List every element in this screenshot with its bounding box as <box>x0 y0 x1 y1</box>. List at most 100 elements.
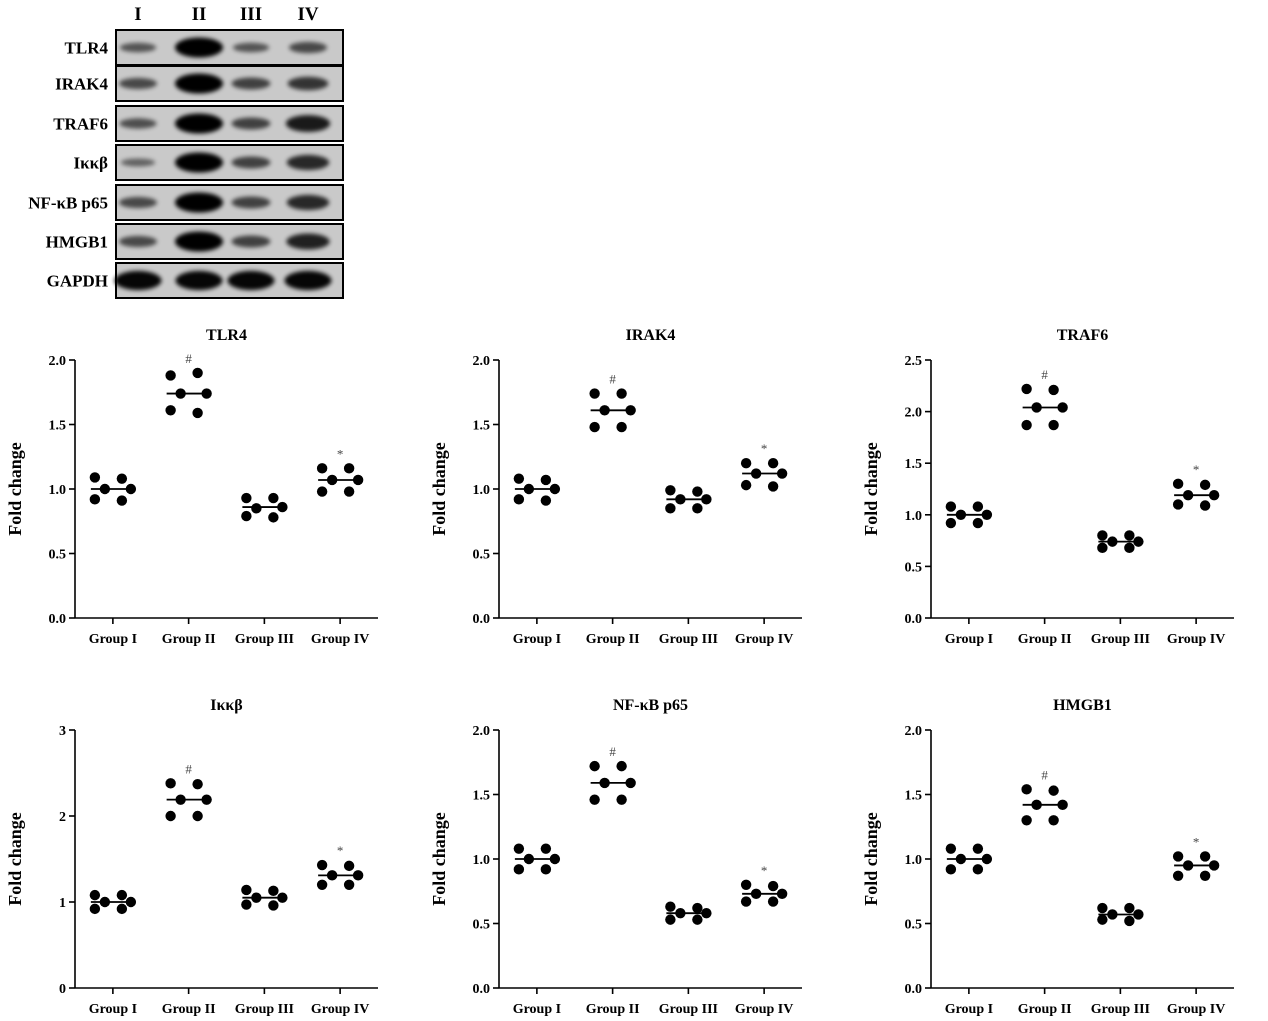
protein-label-i: Iκκβ <box>74 154 108 173</box>
lane-label-iii: III <box>240 4 262 25</box>
data-point <box>616 760 627 772</box>
y-tick-label: 1.5 <box>905 457 923 472</box>
significance-asterisk-marker: * <box>761 863 768 878</box>
y-tick-label: 2 <box>59 810 66 825</box>
x-tick-label-group-i: Group I <box>89 1002 137 1017</box>
band-nf-b-p65-lane-1 <box>118 196 158 209</box>
data-point <box>1048 815 1059 826</box>
band-irak4-lane-4 <box>287 76 329 91</box>
chart-title: TRAF6 <box>1057 327 1109 344</box>
data-point <box>740 479 752 491</box>
data-point <box>192 367 203 379</box>
data-point <box>89 494 101 505</box>
data-point <box>692 902 703 914</box>
data-point <box>616 794 627 805</box>
chart-ikkb: Iκκβ Fold change 0 1 2 3 Group I Group II # Group… <box>5 697 378 1017</box>
data-point <box>513 843 525 854</box>
x-tick-label-group-iii: Group III <box>659 632 718 647</box>
y-tick-label: 0.5 <box>473 548 491 563</box>
data-point <box>165 778 176 789</box>
data-point <box>268 492 279 504</box>
x-tick-label-group-i: Group I <box>513 1002 561 1017</box>
data-point <box>316 486 328 497</box>
data-point <box>740 896 752 907</box>
data-point <box>1021 784 1032 795</box>
data-point <box>616 421 627 433</box>
data-point <box>540 864 552 875</box>
data-point <box>945 864 957 875</box>
data-point <box>1124 530 1135 541</box>
significance-hash-marker: # <box>185 761 192 776</box>
y-tick-label: 2.5 <box>905 354 923 369</box>
x-tick-label-group-i: Group I <box>89 632 137 647</box>
data-point <box>343 463 355 474</box>
band-i-lane-2 <box>175 152 223 173</box>
data-point <box>192 407 203 419</box>
y-tick-label: 2.0 <box>473 354 491 369</box>
data-point <box>165 370 176 381</box>
data-point <box>945 517 957 529</box>
data-point <box>89 472 101 483</box>
y-tick-label: 0.0 <box>473 612 491 627</box>
protein-label-nf-b-p65: NF-κB p65 <box>28 194 108 213</box>
data-point <box>1124 902 1135 914</box>
band-gapdh-lane-3 <box>227 270 275 291</box>
chart-title: TLR4 <box>206 327 247 344</box>
data-point <box>1172 870 1184 881</box>
band-irak4-lane-3 <box>231 77 271 90</box>
y-tick-label: 1.0 <box>473 853 491 868</box>
data-point <box>972 843 984 854</box>
protein-label-hmgb1: HMGB1 <box>46 233 108 252</box>
band-i-lane-4 <box>286 154 330 171</box>
data-point <box>540 495 552 506</box>
data-point <box>241 492 252 504</box>
significance-hash-marker: # <box>1041 367 1048 382</box>
chart-title: NF-κB p65 <box>613 697 688 714</box>
band-i-lane-3 <box>231 156 271 169</box>
protein-label-traf6: TRAF6 <box>53 115 108 134</box>
band-hmgb1-lane-4 <box>286 233 330 250</box>
lane-label-iv: IV <box>297 4 318 25</box>
y-tick-label: 1.0 <box>905 509 923 524</box>
chart-irak4: IRAK4 Fold change 0.0 0.5 1.0 1.5 2.0 Group I Gr… <box>429 327 802 647</box>
data-point <box>89 889 101 901</box>
data-point <box>692 914 703 925</box>
data-point <box>1172 499 1184 510</box>
x-tick-label-group-ii: Group II <box>162 632 216 647</box>
data-point <box>665 503 676 514</box>
data-point <box>1097 542 1108 554</box>
x-tick-label-group-iv: Group IV <box>311 1002 369 1017</box>
data-point <box>665 901 676 912</box>
data-point <box>343 486 355 497</box>
y-axis-label: Fold change <box>5 442 25 536</box>
data-point <box>665 485 676 496</box>
data-point <box>1199 870 1211 881</box>
data-point <box>972 864 984 875</box>
x-tick-label-group-iv: Group IV <box>311 632 369 647</box>
chart-hmgb1: HMGB1 Fold change 0.0 0.5 1.0 1.5 2.0 Group I Gr… <box>861 697 1234 1017</box>
y-tick-label: 1.5 <box>473 419 491 434</box>
y-tick-label: 1 <box>59 896 66 911</box>
band-gapdh-lane-4 <box>284 270 332 291</box>
data-point <box>1199 500 1211 511</box>
data-point <box>945 501 957 512</box>
y-tick-label: 0.5 <box>905 560 923 575</box>
data-point <box>1021 815 1032 826</box>
significance-asterisk-marker: * <box>761 441 768 456</box>
x-tick-label-group-iv: Group IV <box>1167 1002 1225 1017</box>
y-axis-label: Fold change <box>861 442 881 536</box>
data-point <box>343 860 355 872</box>
data-point <box>1097 914 1108 925</box>
y-tick-label: 0.5 <box>473 918 491 933</box>
data-point <box>767 896 779 907</box>
data-point <box>589 760 600 772</box>
y-tick-label: 0.5 <box>905 918 923 933</box>
data-point <box>767 481 779 492</box>
y-tick-label: 1.0 <box>49 483 67 498</box>
significance-hash-marker: # <box>609 372 616 387</box>
data-point <box>89 903 101 915</box>
data-point <box>589 794 600 805</box>
data-point <box>767 880 779 892</box>
x-tick-label-group-iv: Group IV <box>735 632 793 647</box>
